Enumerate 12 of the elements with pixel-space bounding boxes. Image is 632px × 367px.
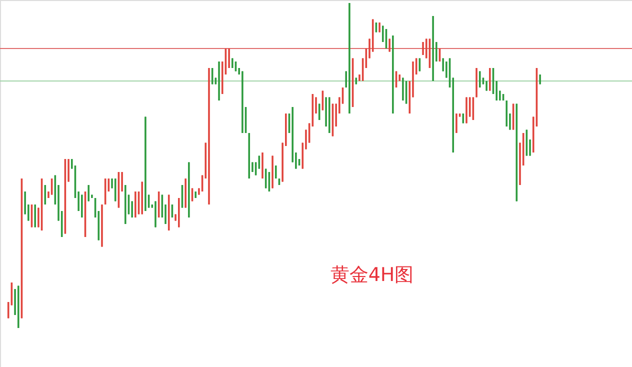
candlestick [488,68,491,92]
candlestick [44,185,46,204]
candlestick [274,166,277,178]
candlestick [378,22,380,33]
candlestick [388,38,390,52]
candlestick [539,74,541,85]
candlestick [34,204,36,228]
candlestick [462,113,464,124]
candlestick [486,80,488,92]
candlestick [114,178,116,202]
candlestick [88,184,90,202]
text: 黄金4H图 [330,264,414,286]
